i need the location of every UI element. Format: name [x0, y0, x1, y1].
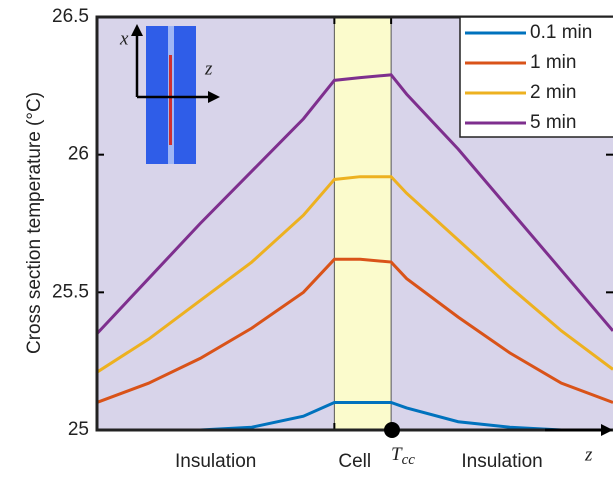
y-tick-label: 26	[68, 144, 89, 165]
y-tick-label: 26.5	[52, 6, 89, 27]
legend-label: 2 min	[530, 82, 576, 103]
legend-label: 0.1 min	[530, 22, 592, 43]
inset-block	[146, 26, 168, 164]
region-label: Cell	[338, 451, 371, 472]
y-tick-label: 25.5	[52, 281, 89, 302]
legend: 0.1 min 1 min 2 min 5 min	[459, 16, 613, 138]
plot-frame	[95, 15, 613, 432]
y-axis-label: Cross section temperature (°C)	[24, 92, 45, 354]
inset-label: x	[119, 28, 129, 49]
series-line	[96, 257, 613, 404]
tcc-marker	[384, 422, 400, 438]
inset-arrow-head	[131, 24, 143, 36]
region-label: Insulation	[461, 451, 542, 472]
tcc-sub: cc	[402, 452, 416, 468]
inset-arrow-head	[208, 91, 220, 103]
inset-cell	[169, 55, 172, 145]
cell-region	[334, 17, 392, 430]
inset-block	[174, 26, 196, 164]
tcc-label: Tcc	[391, 444, 415, 468]
series-line	[95, 73, 613, 335]
tcc-main: T	[391, 444, 403, 465]
region-label: Insulation	[175, 451, 256, 472]
y-tick-label: 25	[68, 419, 89, 440]
inset-label: z	[204, 58, 213, 79]
legend-label: 1 min	[530, 52, 576, 73]
z-arrow-head	[601, 424, 613, 436]
legend-box	[459, 16, 613, 138]
z-axis-label: z	[584, 444, 593, 465]
inset-diagram: x z	[119, 24, 220, 164]
legend-label: 5 min	[530, 112, 576, 133]
series-line	[96, 175, 613, 374]
